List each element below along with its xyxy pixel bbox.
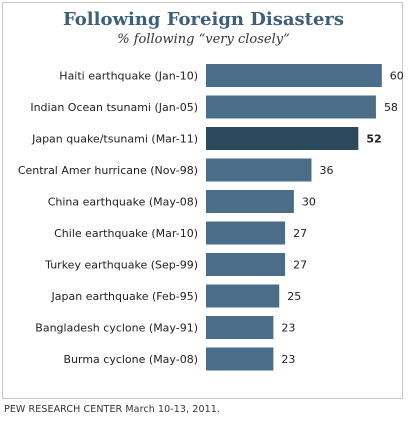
bar-3 bbox=[206, 158, 312, 182]
category-label-4: China earthquake (May-08) bbox=[48, 196, 198, 209]
category-label-5: Chile earthquake (Mar-10) bbox=[54, 227, 198, 240]
category-label-6: Turkey earthquake (Sep-99) bbox=[44, 259, 198, 272]
value-label-0: 60 bbox=[390, 70, 404, 83]
chart-subtitle: % following “very closely” bbox=[117, 32, 290, 47]
value-label-5: 27 bbox=[293, 227, 307, 240]
value-label-8: 23 bbox=[281, 322, 295, 335]
bar-6 bbox=[206, 253, 286, 276]
value-label-6: 27 bbox=[293, 259, 307, 272]
bar-1 bbox=[206, 95, 376, 119]
value-label-2: 52 bbox=[366, 133, 381, 146]
bar-9 bbox=[206, 347, 274, 371]
bar-8 bbox=[206, 316, 274, 339]
value-label-1: 58 bbox=[384, 101, 398, 114]
bar-chart: Haiti earthquake (Jan-10) 60 Indian Ocean … bbox=[18, 64, 404, 371]
category-label-8: Bangladesh cyclone (May-91) bbox=[35, 322, 198, 335]
bar-2 bbox=[206, 127, 359, 150]
chart-frame: Following Foreign Disasters % following … bbox=[2, 2, 404, 399]
value-label-9: 23 bbox=[281, 353, 295, 366]
bar-5 bbox=[206, 221, 286, 245]
value-label-4: 30 bbox=[302, 196, 316, 209]
value-label-7: 25 bbox=[287, 290, 301, 303]
bar-0 bbox=[206, 64, 382, 87]
category-label-9: Burma cyclone (May-08) bbox=[63, 353, 198, 366]
value-label-3: 36 bbox=[319, 164, 333, 177]
category-label-7: Japan earthquake (Feb-95) bbox=[51, 290, 198, 303]
category-label-2: Japan quake/tsunami (Mar-11) bbox=[31, 133, 198, 146]
category-label-0: Haiti earthquake (Jan-10) bbox=[59, 70, 198, 83]
bar-7 bbox=[206, 284, 280, 308]
chart-title: Following Foreign Disasters bbox=[62, 9, 345, 30]
bar-4 bbox=[206, 190, 294, 213]
category-label-1: Indian Ocean tsunami (Jan-05) bbox=[30, 101, 198, 114]
source-note: PEW RESEARCH CENTER March 10-13, 2011. bbox=[4, 404, 220, 415]
category-label-3: Central Amer hurricane (Nov-98) bbox=[18, 164, 198, 177]
